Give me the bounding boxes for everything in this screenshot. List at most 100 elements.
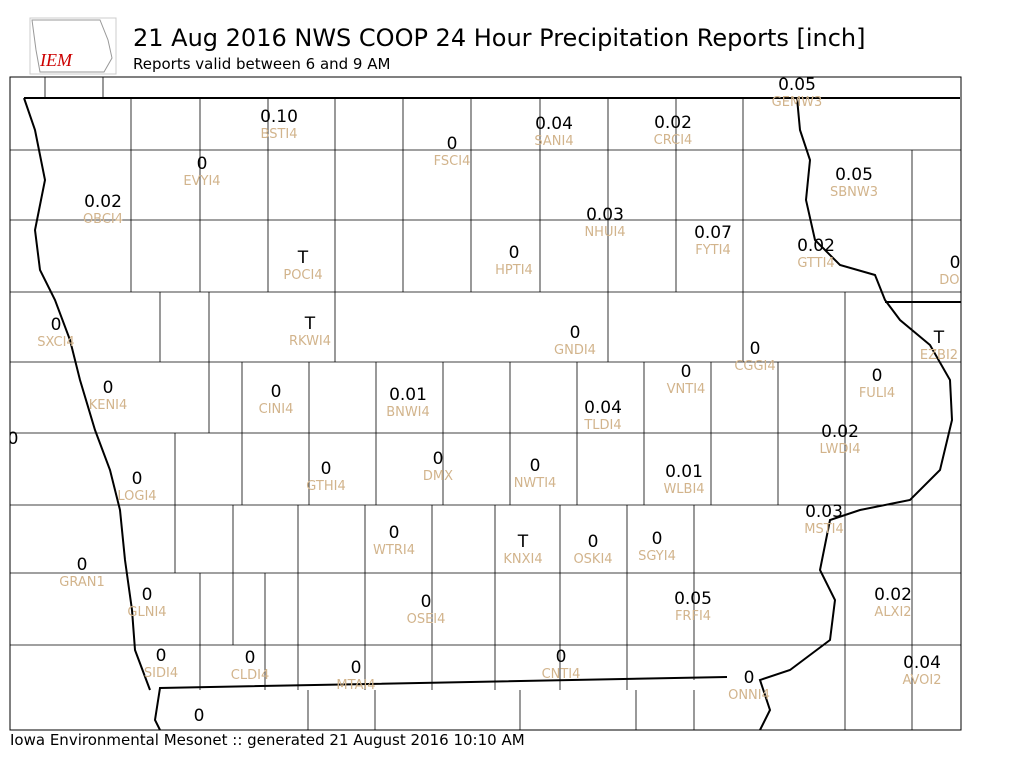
- station-value: 0: [194, 706, 205, 726]
- station-id: CNTI4: [542, 667, 581, 682]
- station-id: WLBI4: [663, 482, 704, 497]
- station-value: 0: [744, 668, 755, 688]
- station-value: 0.02: [654, 113, 692, 133]
- station-id: POCI4: [283, 268, 322, 283]
- station-id: VNTI4: [667, 382, 706, 397]
- station-value: 0.10: [260, 107, 298, 127]
- station-value: 0: [570, 323, 581, 343]
- station-id: CINI4: [259, 402, 294, 417]
- station-id: SIDI4: [144, 666, 178, 681]
- station-id: DMX: [423, 469, 453, 484]
- station-id: OSKI4: [573, 552, 612, 567]
- station-value: 0.02: [797, 236, 835, 256]
- station-value: 0.04: [903, 653, 941, 673]
- station-id: TLDI4: [583, 418, 621, 433]
- station-value: 0: [872, 366, 883, 386]
- station-value: 0: [509, 243, 520, 263]
- station-value: 0.04: [584, 398, 622, 418]
- station-id: SBNW3: [830, 185, 878, 200]
- station-value: 0: [950, 253, 961, 273]
- station-value: 0: [142, 585, 153, 605]
- map-frame: [9, 76, 962, 731]
- station-value: 0: [103, 378, 114, 398]
- station-id: FYTI4: [695, 243, 730, 258]
- title: 21 Aug 2016 NWS COOP 24 Hour Precipitati…: [133, 24, 866, 52]
- station-value: T: [297, 248, 309, 268]
- station-value: 0: [389, 523, 400, 543]
- station-value: 0: [530, 456, 541, 476]
- station-id: LOGI4: [117, 489, 156, 504]
- station-id: BSTI4: [261, 127, 298, 142]
- station-id: LWDI4: [819, 442, 860, 457]
- station-id: WTRI4: [373, 543, 415, 558]
- station-id: GNDI4: [554, 343, 596, 358]
- station-value: 0: [750, 339, 761, 359]
- station-value: 0: [156, 646, 167, 666]
- footer: Iowa Environmental Mesonet :: generated …: [10, 731, 525, 749]
- station-value: 0.05: [835, 165, 873, 185]
- station-value: 0.01: [665, 462, 703, 482]
- station-value: 0: [8, 429, 19, 449]
- station-id: GTHI4: [306, 479, 345, 494]
- station-id: MTAI4: [336, 678, 375, 693]
- station-value: 0: [321, 459, 332, 479]
- station-id: AVOI2: [902, 673, 941, 688]
- logo: IEM: [29, 17, 117, 75]
- station-value: 0: [652, 529, 663, 549]
- station-value: 0.02: [84, 192, 122, 212]
- station-value: T: [304, 314, 316, 334]
- station-id: GLNI4: [127, 605, 166, 620]
- station-value: 0: [681, 362, 692, 382]
- station-value: 0.04: [535, 114, 573, 134]
- station-id: FULI4: [859, 386, 895, 401]
- station-id: FSCI4: [434, 154, 471, 169]
- logo-box: [29, 17, 117, 75]
- station-value: 0: [132, 469, 143, 489]
- station-value: 0: [197, 154, 208, 174]
- station-id: KNXI4: [503, 552, 542, 567]
- station-value: 0.02: [821, 422, 859, 442]
- station-id: EZBI2: [920, 348, 958, 363]
- station-value: 0.05: [674, 589, 712, 609]
- station-id: DOM: [939, 273, 970, 288]
- station-id: EVYI4: [183, 174, 220, 189]
- station-id: NWTI4: [514, 476, 557, 491]
- station-value: 0: [271, 382, 282, 402]
- station-id: CRCI4: [654, 133, 693, 148]
- station-id: SANI4: [534, 134, 573, 149]
- station-value: 0: [421, 592, 432, 612]
- station-value: 0.05: [778, 75, 816, 95]
- state-border: [23, 97, 961, 730]
- station-value: 0: [433, 449, 444, 469]
- station-value: 0: [447, 134, 458, 154]
- station-id: ALXI2: [874, 605, 911, 620]
- station-id: BNWI4: [386, 405, 430, 420]
- station-id: SGYI4: [638, 549, 676, 564]
- station-id: SXCI4: [37, 335, 74, 350]
- station-value: 0: [351, 658, 362, 678]
- station-id: GTTI4: [797, 256, 834, 271]
- station-value: T: [517, 532, 529, 552]
- station-id: HPTI4: [495, 263, 533, 278]
- county-lines: [10, 77, 961, 730]
- station-value: T: [933, 328, 945, 348]
- station-id: OSEI4: [407, 612, 446, 627]
- logo-text: IEM: [39, 50, 73, 70]
- station-id: ONNI4: [728, 688, 770, 703]
- station-id: KENI4: [89, 398, 128, 413]
- station-value: 0.07: [694, 223, 732, 243]
- subtitle: Reports valid between 6 and 9 AM: [133, 55, 390, 73]
- station-id: RKWI4: [289, 334, 331, 349]
- station-value: 0: [51, 315, 62, 335]
- station-value: 0.03: [586, 205, 624, 225]
- station-value: 0: [77, 555, 88, 575]
- station-id: CGGI4: [734, 359, 775, 374]
- station-id: MSTI4: [804, 522, 844, 537]
- station-id: GEMW3: [772, 95, 823, 110]
- station-value: 0: [556, 647, 567, 667]
- station-id: OBCI4: [83, 212, 123, 227]
